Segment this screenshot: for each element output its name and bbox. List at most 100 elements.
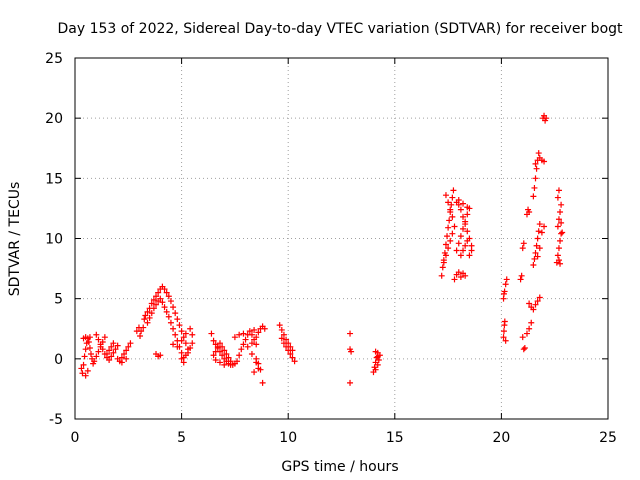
data-point (148, 300, 155, 307)
y-tick-label: 5 (54, 292, 63, 308)
x-tick-label: 5 (177, 430, 186, 446)
y-tick-label: 15 (45, 171, 63, 187)
data-point (189, 331, 196, 338)
data-point (216, 359, 223, 366)
data-point (187, 345, 194, 352)
data-point (240, 330, 247, 337)
y-tick-label: 0 (54, 352, 63, 368)
data-point (555, 187, 562, 194)
data-point (438, 272, 445, 279)
data-point (253, 355, 260, 362)
data-point (442, 252, 449, 259)
data-point (291, 358, 298, 365)
data-point (184, 349, 191, 356)
y-tick-label: -5 (49, 412, 63, 428)
data-point (142, 312, 149, 319)
data-point (460, 247, 467, 254)
data-point (557, 260, 564, 267)
data-point (244, 343, 251, 350)
data-point (348, 348, 355, 355)
data-point (445, 245, 452, 252)
data-point (110, 349, 117, 356)
data-point (210, 337, 217, 344)
data-point (170, 304, 177, 311)
data-point (251, 369, 258, 376)
data-point (372, 348, 379, 355)
data-point (448, 201, 455, 208)
data-point (374, 361, 381, 368)
data-point (236, 352, 243, 359)
data-point (212, 348, 219, 355)
data-point (468, 247, 475, 254)
data-point (541, 223, 548, 230)
data-point (144, 308, 151, 315)
data-points (78, 112, 566, 386)
data-point (95, 348, 102, 355)
data-point (460, 225, 467, 232)
data-point (457, 252, 464, 259)
chart-title: Day 153 of 2022, Sidereal Day-to-day VTE… (57, 21, 623, 37)
x-axis-label: GPS time / hours (281, 459, 398, 475)
data-point (533, 242, 540, 249)
data-point (140, 324, 147, 331)
data-point (347, 330, 354, 337)
data-point (455, 240, 462, 247)
data-point (91, 358, 98, 365)
data-point (106, 347, 113, 354)
data-point (93, 331, 100, 338)
data-point (125, 343, 132, 350)
data-point (255, 365, 262, 372)
data-point (442, 241, 449, 248)
data-point (87, 351, 94, 358)
data-point (153, 293, 160, 300)
data-point (283, 336, 290, 343)
data-point (445, 224, 452, 231)
data-point (450, 187, 457, 194)
data-point (453, 247, 460, 254)
data-point (141, 316, 148, 323)
data-point (558, 230, 565, 237)
data-point (536, 221, 543, 228)
data-point (554, 223, 561, 230)
data-point (460, 200, 467, 207)
data-point (167, 298, 174, 305)
data-point (519, 245, 526, 252)
data-point (530, 306, 537, 313)
data-point (500, 334, 507, 341)
data-point (99, 346, 106, 353)
data-point (123, 347, 130, 354)
data-point (138, 328, 145, 335)
data-point (535, 228, 542, 235)
data-point (457, 274, 464, 281)
data-point (81, 353, 88, 360)
data-point (554, 194, 561, 201)
data-point (500, 290, 507, 297)
data-point (555, 216, 562, 223)
data-point (114, 342, 121, 349)
data-point (212, 357, 219, 364)
data-point (248, 340, 255, 347)
data-point (146, 314, 153, 321)
data-point (123, 355, 130, 362)
data-point (440, 259, 447, 266)
data-point (182, 340, 189, 347)
data-point (449, 230, 456, 237)
data-point (520, 240, 527, 247)
data-point (86, 334, 93, 341)
data-point (347, 379, 354, 386)
data-point (167, 319, 174, 326)
data-point (451, 223, 458, 230)
data-point (150, 305, 157, 312)
data-point (445, 199, 452, 206)
data-point (536, 245, 543, 252)
data-point (530, 193, 537, 200)
data-point (236, 331, 243, 338)
data-point (278, 326, 285, 333)
data-point (182, 330, 189, 337)
data-point (108, 343, 115, 350)
data-point (86, 345, 93, 352)
data-point (234, 358, 241, 365)
data-point (106, 357, 113, 364)
data-point (280, 331, 287, 338)
data-point (502, 337, 509, 344)
